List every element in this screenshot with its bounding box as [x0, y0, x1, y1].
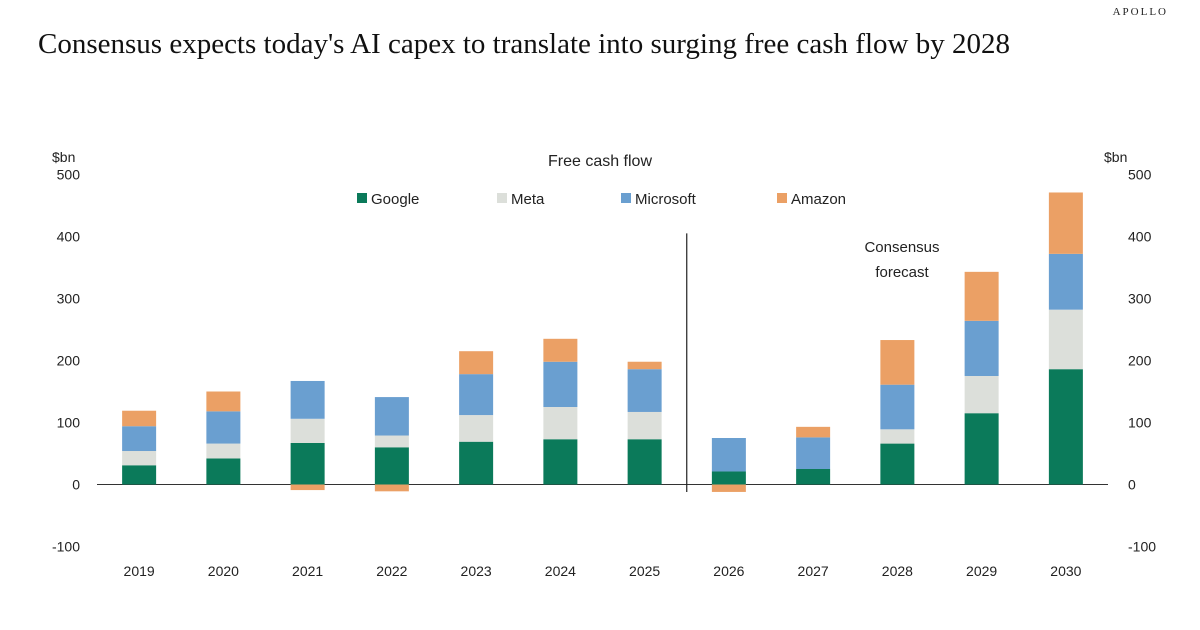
x-tick-label: 2030: [1050, 563, 1081, 579]
bar-amazon-2025: [627, 361, 662, 370]
forecast-annotation-line2: forecast: [875, 264, 929, 281]
bar-amazon-2029: [964, 271, 999, 321]
legend-label-amazon: Amazon: [791, 191, 846, 208]
bar-meta-2025: [627, 411, 662, 440]
bar-amazon-2021: [290, 484, 325, 491]
bar-amazon-2024: [543, 338, 578, 362]
bar-meta-2023: [459, 415, 494, 442]
y-tick-label-left: 0: [72, 477, 80, 493]
bar-microsoft-2026: [711, 438, 746, 472]
x-tick-label: 2023: [461, 563, 492, 579]
y-tick-label-right: 500: [1128, 167, 1152, 183]
bar-meta-2024: [543, 407, 578, 440]
x-tick-label: 2024: [545, 563, 576, 579]
bar-google-2025: [627, 439, 662, 485]
bar-google-2026: [711, 471, 746, 485]
y-tick-label-left: 300: [57, 291, 81, 307]
bar-microsoft-2028: [880, 384, 915, 430]
forecast-annotation-line1: Consensus: [864, 239, 939, 256]
bar-google-2023: [459, 441, 494, 485]
y-tick-label-right: 400: [1128, 229, 1152, 245]
bar-microsoft-2021: [290, 380, 325, 419]
legend-label-microsoft: Microsoft: [635, 191, 697, 208]
y-tick-label-right: -100: [1128, 539, 1156, 555]
bar-amazon-2030: [1048, 192, 1083, 254]
x-tick-label: 2029: [966, 563, 997, 579]
bar-google-2028: [880, 443, 915, 485]
bar-meta-2020: [206, 443, 241, 459]
legend-label-google: Google: [371, 191, 419, 208]
bar-microsoft-2019: [122, 426, 157, 452]
bar-google-2024: [543, 439, 578, 485]
y-axis-left-unit: $bn: [52, 149, 75, 165]
bar-meta-2022: [374, 435, 409, 448]
bar-amazon-2023: [459, 351, 494, 375]
bar-microsoft-2023: [459, 374, 494, 416]
bar-meta-2030: [1048, 309, 1083, 370]
x-tick-label: 2025: [629, 563, 660, 579]
bar-amazon-2019: [122, 410, 157, 427]
bar-microsoft-2025: [627, 369, 662, 412]
bar-meta-2019: [122, 451, 157, 466]
bar-amazon-2028: [880, 340, 915, 385]
x-tick-label: 2021: [292, 563, 323, 579]
y-tick-label-left: 200: [57, 353, 81, 369]
bar-microsoft-2027: [796, 437, 831, 469]
bar-microsoft-2029: [964, 320, 999, 376]
bar-meta-2028: [880, 429, 915, 444]
bar-google-2022: [374, 447, 409, 485]
bar-microsoft-2022: [374, 397, 409, 436]
legend-swatch-meta: [497, 193, 507, 203]
y-tick-label-right: 200: [1128, 353, 1152, 369]
legend-swatch-amazon: [777, 193, 787, 203]
bar-amazon-2020: [206, 391, 241, 412]
y-tick-label-left: -100: [52, 539, 80, 555]
bar-amazon-2026: [711, 484, 746, 492]
bar-meta-2021: [290, 418, 325, 443]
legend-swatch-google: [357, 193, 367, 203]
legend-swatch-microsoft: [621, 193, 631, 203]
x-tick-label: 2027: [798, 563, 829, 579]
bar-google-2021: [290, 442, 325, 485]
legend-label-meta: Meta: [511, 191, 545, 208]
x-tick-label: 2028: [882, 563, 913, 579]
y-tick-label-left: 100: [57, 415, 81, 431]
bar-google-2019: [122, 465, 157, 485]
y-tick-label-right: 300: [1128, 291, 1152, 307]
bar-amazon-2027: [796, 426, 831, 438]
x-tick-label: 2022: [376, 563, 407, 579]
bar-google-2029: [964, 413, 999, 485]
bar-microsoft-2024: [543, 361, 578, 407]
x-tick-label: 2020: [208, 563, 239, 579]
y-tick-label-right: 100: [1128, 415, 1152, 431]
bar-google-2020: [206, 458, 241, 485]
bar-microsoft-2020: [206, 411, 241, 444]
page-title: Consensus expects today's AI capex to tr…: [38, 28, 1010, 60]
y-tick-label-left: 400: [57, 229, 81, 245]
x-tick-label: 2026: [713, 563, 744, 579]
bar-google-2027: [796, 469, 831, 485]
chart-title: Free cash flow: [548, 153, 652, 170]
apollo-logo: APOLLO: [1112, 6, 1168, 18]
bar-meta-2029: [964, 376, 999, 414]
y-tick-label-right: 0: [1128, 477, 1136, 493]
y-tick-label-left: 500: [57, 167, 81, 183]
bar-google-2030: [1048, 369, 1083, 485]
x-tick-label: 2019: [124, 563, 155, 579]
bar-microsoft-2030: [1048, 253, 1083, 310]
y-axis-right-unit: $bn: [1104, 149, 1127, 165]
bar-amazon-2022: [374, 484, 409, 492]
